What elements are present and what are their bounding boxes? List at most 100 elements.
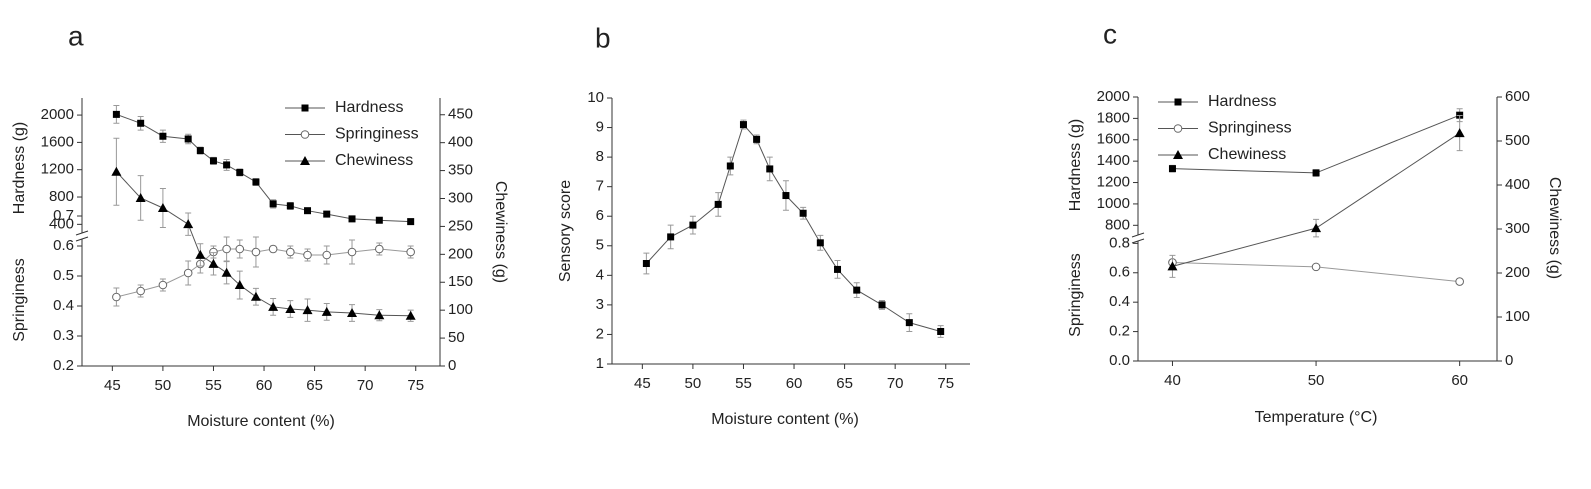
x-tick-label: 40 [1164, 372, 1181, 389]
marker [407, 218, 415, 226]
y-tick-label: 1400 [1097, 152, 1130, 169]
y-axis-title: Hardness (g) [11, 122, 28, 214]
marker [1312, 169, 1320, 177]
marker [321, 306, 332, 316]
y-tick-label: 5 [596, 237, 604, 254]
x-tick-label: 50 [1308, 372, 1325, 389]
y-tick-label: 2000 [41, 106, 74, 123]
marker [112, 292, 121, 302]
y-tick-label: 1200 [41, 161, 74, 178]
y2-axis-title: Chewiness (g) [1546, 177, 1563, 279]
marker [1168, 165, 1176, 173]
x-tick-label: 50 [685, 375, 702, 392]
y2-tick-label: 50 [448, 329, 465, 346]
marker [183, 268, 193, 278]
y-tick-label: 9 [596, 119, 604, 136]
marker [234, 280, 245, 290]
marker [766, 165, 774, 173]
marker [667, 233, 675, 241]
marker [753, 135, 761, 143]
y3-tick-label: 0.6 [1109, 264, 1130, 281]
marker [799, 209, 807, 217]
x-tick-label: 75 [407, 377, 424, 394]
y-axis-title: Sensory score [557, 180, 574, 282]
marker [304, 207, 312, 215]
y-tick-label: 2 [596, 325, 604, 342]
legend-label: Springiness [335, 126, 419, 143]
y-tick-label: 800 [1105, 216, 1130, 233]
y-tick-label: 1200 [1097, 174, 1130, 191]
y2-tick-label: 0 [448, 357, 456, 374]
marker [286, 202, 294, 210]
marker [250, 291, 261, 301]
marker [136, 286, 145, 296]
y3-axis-title: Springiness [1067, 253, 1084, 337]
marker [111, 166, 122, 176]
y3-tick-label: 0.5 [53, 267, 74, 284]
marker [375, 244, 384, 254]
y2-tick-label: 500 [1505, 132, 1530, 149]
marker [196, 147, 204, 155]
series-line [116, 113, 411, 223]
marker [286, 247, 295, 257]
axis-break [75, 230, 89, 236]
y-tick-label: 10 [587, 89, 604, 106]
y-tick-label: 1800 [1097, 109, 1130, 126]
series-line [646, 123, 941, 332]
marker [347, 247, 357, 257]
x-tick-label: 65 [306, 377, 323, 394]
marker [195, 249, 206, 259]
marker [251, 247, 261, 257]
marker [782, 192, 790, 200]
marker [112, 110, 120, 118]
marker [221, 267, 232, 277]
marker [184, 135, 192, 143]
y2-tick-label: 300 [448, 189, 473, 206]
legend-label: Hardness [1208, 93, 1276, 110]
y3-tick-label: 0.3 [53, 327, 74, 344]
x-tick-label: 45 [634, 375, 651, 392]
marker [1454, 128, 1465, 138]
y2-tick-label: 0 [1505, 352, 1513, 369]
y3-tick-label: 0.2 [1109, 323, 1130, 340]
y2-tick-label: 450 [448, 106, 473, 123]
y-tick-label: 4 [596, 266, 604, 283]
marker [236, 168, 244, 176]
y3-tick-label: 0.0 [1109, 352, 1130, 369]
marker [816, 239, 824, 247]
marker [252, 178, 260, 186]
axis-break [1131, 238, 1145, 244]
x-tick-label: 60 [1451, 372, 1468, 389]
panel-label: b [595, 22, 611, 53]
marker [269, 200, 277, 208]
marker [268, 244, 278, 254]
y-tick-label: 6 [596, 207, 604, 224]
legend-label: Springiness [1208, 120, 1292, 137]
marker [1173, 150, 1183, 159]
y-tick-label: 1000 [1097, 195, 1130, 212]
marker [1455, 277, 1464, 286]
legend-label: Hardness [335, 99, 403, 116]
marker [301, 104, 309, 112]
marker [159, 132, 167, 140]
marker [223, 161, 231, 169]
panel-label: c [1103, 18, 1117, 49]
marker [323, 210, 331, 218]
marker [300, 130, 310, 139]
y-tick-label: 1 [596, 355, 604, 372]
series-line [116, 171, 411, 317]
marker [158, 280, 168, 290]
marker [137, 119, 145, 127]
y-axis-title: Hardness (g) [1067, 119, 1084, 211]
x-tick-label: 70 [357, 377, 374, 394]
marker [726, 162, 734, 170]
marker [348, 215, 356, 223]
y-tick-label: 7 [596, 178, 604, 195]
marker [1174, 98, 1182, 106]
y-tick-label: 3 [596, 296, 604, 313]
axis-break [1131, 232, 1145, 238]
marker [1311, 262, 1321, 272]
y3-tick-label: 0.6 [53, 237, 74, 254]
x-tick-label: 55 [205, 377, 222, 394]
marker [834, 265, 842, 273]
